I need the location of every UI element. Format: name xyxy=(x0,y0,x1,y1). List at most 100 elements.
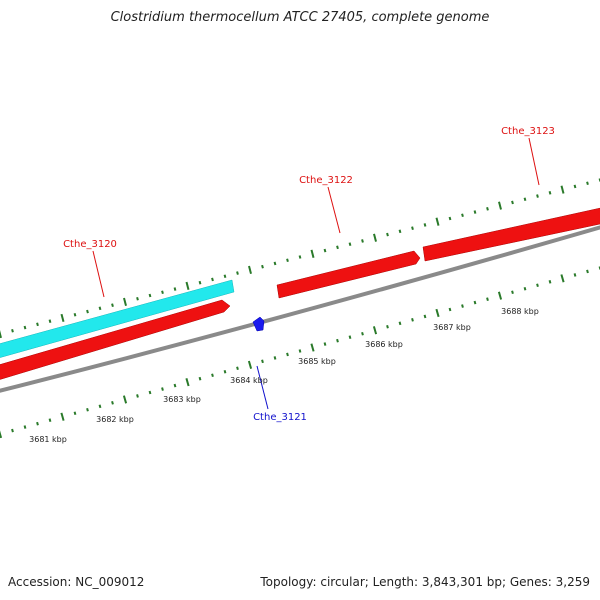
upper-tick xyxy=(461,213,464,218)
upper-tick xyxy=(348,242,352,246)
lower-tick xyxy=(23,425,27,429)
lower-tick xyxy=(136,394,139,398)
axis-label: 3686 kbp xyxy=(365,340,403,349)
axis-label: 3682 kbp xyxy=(96,415,134,424)
lower-tick xyxy=(473,300,477,305)
lower-tick xyxy=(323,342,327,346)
lower-tick xyxy=(298,349,302,353)
gene-label-cthe-3122[interactable]: Cthe_3122 xyxy=(299,175,353,186)
upper-tick xyxy=(523,197,527,202)
upper-tick xyxy=(123,297,127,307)
map-title: Clostridium thermocellum ATCC 27405, com… xyxy=(110,10,490,25)
lower-tick xyxy=(336,338,339,343)
gene-cthe-3122[interactable] xyxy=(276,250,421,299)
lower-tick xyxy=(286,352,289,357)
upper-tick xyxy=(60,313,65,323)
lower-tick xyxy=(310,343,315,352)
upper-tick xyxy=(36,322,39,327)
upper-tick xyxy=(236,271,239,275)
lower-tick xyxy=(211,373,214,378)
lower-tick xyxy=(523,286,527,291)
lower-tick xyxy=(361,331,364,336)
upper-tick xyxy=(573,184,577,189)
upper-tick xyxy=(411,226,414,230)
axis-label: 3684 kbp xyxy=(230,376,268,385)
upper-tick xyxy=(486,207,489,211)
upper-tick xyxy=(286,258,289,263)
lower-tick xyxy=(0,430,3,439)
gene-label-cthe-3123[interactable]: Cthe_3123 xyxy=(501,126,555,137)
lower-tick xyxy=(111,401,114,405)
accession-text: Accession: NC_009012 xyxy=(8,575,145,589)
lower-tick xyxy=(11,428,14,433)
lower-tick xyxy=(60,412,65,421)
upper-tick xyxy=(386,232,389,237)
upper-tick xyxy=(548,191,552,195)
lower-tick xyxy=(261,359,264,364)
lower-tick xyxy=(560,274,565,283)
upper-tick xyxy=(423,223,427,227)
lower-tick xyxy=(386,324,389,329)
axis-label: 3681 kbp xyxy=(29,435,67,444)
upper-tick xyxy=(273,261,277,266)
feature-cyan-track[interactable] xyxy=(0,279,235,359)
gene-label-cthe-3121[interactable]: Cthe_3121 xyxy=(253,412,307,423)
lower-tick xyxy=(73,411,77,416)
lower-tick xyxy=(411,318,414,322)
lower-tick xyxy=(36,421,39,426)
gene-cthe-3120[interactable] xyxy=(0,299,231,381)
gene-cthe-3123[interactable] xyxy=(422,207,600,262)
lower-tick xyxy=(497,291,503,300)
lower-tick xyxy=(486,297,489,301)
upper-tick xyxy=(336,245,339,250)
upper-tick xyxy=(148,293,152,298)
lower-tick xyxy=(122,395,128,404)
upper-tick xyxy=(161,290,164,295)
lower-tick xyxy=(273,356,277,360)
axis-label: 3683 kbp xyxy=(163,395,201,404)
upper-tick xyxy=(185,281,190,290)
upper-tick xyxy=(136,296,139,301)
upper-tick-track xyxy=(0,178,600,339)
lower-tick xyxy=(161,387,164,391)
upper-tick xyxy=(560,185,565,194)
lower-tick xyxy=(98,404,102,409)
lower-tick xyxy=(536,283,539,288)
lower-tick xyxy=(548,280,552,284)
lower-tick xyxy=(511,290,514,295)
upper-tick xyxy=(211,277,214,282)
lower-tick xyxy=(236,366,239,371)
lower-tick xyxy=(372,326,378,335)
lower-tick xyxy=(461,304,464,308)
axis-label: 3687 kbp xyxy=(433,323,471,332)
gene-label-cthe-3120[interactable]: Cthe_3120 xyxy=(63,239,117,250)
lower-tick xyxy=(348,335,352,339)
upper-tick xyxy=(373,233,377,242)
gene-cthe-3121[interactable] xyxy=(252,316,265,332)
upper-tick xyxy=(261,264,264,269)
upper-tick xyxy=(86,309,89,314)
lower-tick xyxy=(148,390,152,395)
lower-tick xyxy=(586,269,589,274)
upper-tick xyxy=(173,287,177,291)
lower-tick xyxy=(173,383,177,388)
upper-tick xyxy=(435,217,440,226)
upper-tick xyxy=(448,216,452,221)
lower-tick xyxy=(435,308,440,318)
upper-tick xyxy=(361,239,364,243)
leader-cthe-3123 xyxy=(528,137,540,186)
leader-cthe-3121 xyxy=(256,365,269,410)
leader-cthe-3122 xyxy=(327,186,341,234)
upper-tick xyxy=(298,255,302,259)
upper-tick xyxy=(536,194,539,198)
lower-tick xyxy=(48,418,52,422)
lower-tick xyxy=(86,407,89,412)
upper-tick xyxy=(98,306,102,311)
upper-tick xyxy=(73,312,77,317)
upper-tick xyxy=(198,280,202,285)
upper-tick xyxy=(586,181,589,186)
upper-tick xyxy=(48,319,52,323)
lower-tick xyxy=(185,378,190,387)
lower-tick xyxy=(423,314,427,319)
